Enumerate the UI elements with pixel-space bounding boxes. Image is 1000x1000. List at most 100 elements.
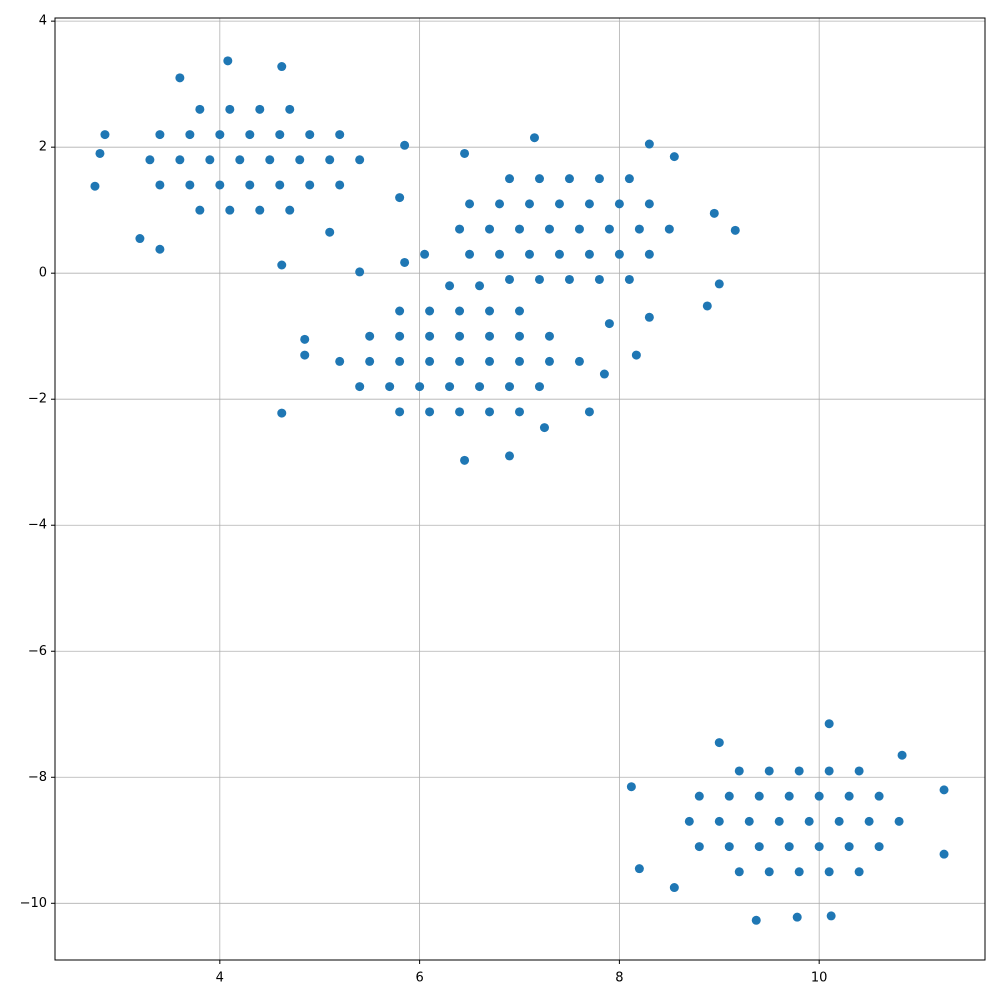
point (305, 180, 315, 190)
point (824, 719, 834, 729)
point (584, 199, 594, 209)
point (644, 199, 654, 209)
point (415, 382, 425, 392)
point (784, 791, 794, 801)
point (455, 407, 465, 417)
point (495, 199, 505, 209)
point (460, 455, 470, 465)
point (644, 139, 654, 149)
x-tick-label: 10 (811, 971, 828, 986)
point (534, 382, 544, 392)
point (395, 331, 405, 341)
point (614, 199, 624, 209)
point (574, 224, 584, 234)
point (814, 791, 824, 801)
y-tick-label: 4 (39, 14, 47, 29)
point (664, 224, 674, 234)
point (485, 331, 495, 341)
point (505, 382, 515, 392)
point (285, 205, 295, 215)
point (854, 766, 864, 776)
point (225, 104, 235, 114)
point (485, 306, 495, 316)
point (544, 331, 554, 341)
point (95, 148, 105, 158)
point (524, 199, 534, 209)
point (420, 249, 430, 259)
point (100, 130, 110, 140)
point (505, 274, 515, 284)
point (714, 279, 724, 289)
point (529, 133, 539, 143)
point (515, 331, 525, 341)
point (400, 257, 410, 267)
point (335, 356, 345, 366)
point (624, 274, 634, 284)
point (195, 104, 205, 114)
point (515, 306, 525, 316)
point (175, 155, 185, 165)
point (475, 382, 485, 392)
point (485, 224, 495, 234)
point (824, 766, 834, 776)
point (724, 791, 734, 801)
point (584, 249, 594, 259)
point (792, 912, 802, 922)
point (804, 816, 814, 826)
point (445, 382, 455, 392)
point (145, 155, 155, 165)
point (425, 306, 435, 316)
point (874, 842, 884, 852)
point (604, 319, 614, 329)
point (425, 331, 435, 341)
x-tick-label: 8 (615, 971, 623, 986)
point (425, 356, 435, 366)
point (554, 199, 564, 209)
point (395, 306, 405, 316)
point (644, 312, 654, 322)
point (275, 130, 285, 140)
y-tick-label: −6 (28, 644, 47, 659)
point (223, 56, 233, 66)
point (515, 407, 525, 417)
y-tick-label: −2 (28, 392, 47, 407)
point (824, 867, 834, 877)
point (544, 356, 554, 366)
point (395, 193, 405, 203)
point (365, 356, 375, 366)
point (185, 130, 195, 140)
point (285, 104, 295, 114)
point (455, 224, 465, 234)
point (939, 785, 949, 795)
point (744, 816, 754, 826)
point (554, 249, 564, 259)
y-tick-label: −4 (28, 518, 47, 533)
point (295, 155, 305, 165)
point (515, 224, 525, 234)
point (894, 816, 904, 826)
point (215, 130, 225, 140)
point (864, 816, 874, 826)
point (764, 867, 774, 877)
point (155, 244, 165, 254)
point (709, 208, 719, 218)
point (455, 306, 465, 316)
point (734, 867, 744, 877)
point (300, 350, 310, 360)
point (574, 356, 584, 366)
point (245, 180, 255, 190)
plot-frame (54, 17, 986, 961)
point (325, 227, 335, 237)
point (730, 225, 740, 235)
point (505, 174, 515, 184)
point (784, 842, 794, 852)
point (844, 842, 854, 852)
x-tick-label: 6 (415, 971, 423, 986)
point (365, 331, 375, 341)
point (534, 274, 544, 284)
point (455, 356, 465, 366)
point (564, 174, 574, 184)
point (594, 174, 604, 184)
point (400, 140, 410, 150)
